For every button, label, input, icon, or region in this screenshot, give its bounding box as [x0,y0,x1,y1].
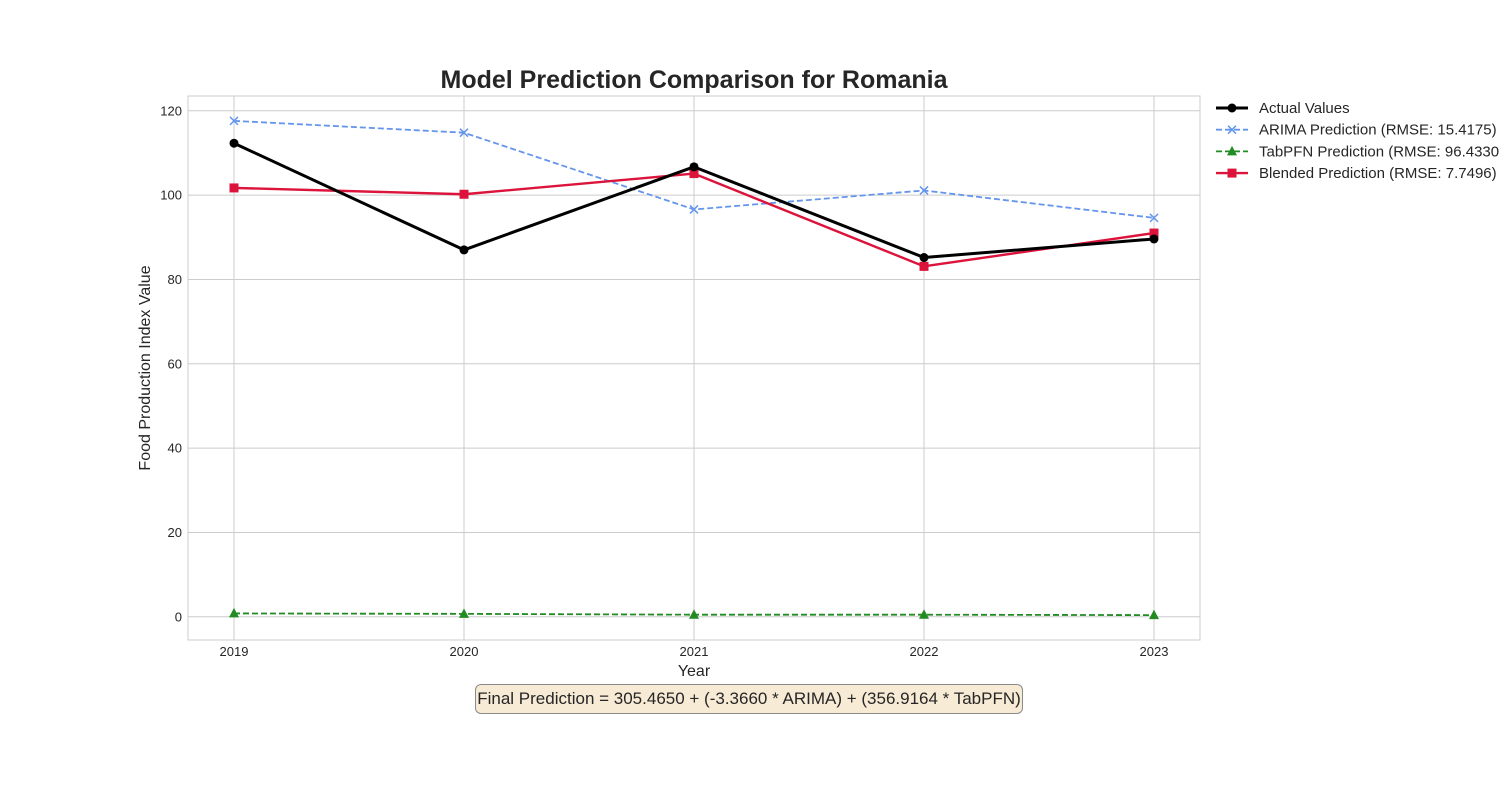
data-point-blended [919,261,929,271]
legend-marker [1227,103,1237,113]
data-point-blended [459,189,469,199]
data-point-actual [689,162,699,172]
legend-label: TabPFN Prediction (RMSE: 96.4330 [1259,143,1499,160]
y-tick-label: 100 [160,188,182,203]
data-point-actual [459,245,469,255]
legend: Actual Values ARIMA Prediction (RMSE: 15.… [1216,100,1499,182]
y-tick-label: 60 [168,356,182,371]
data-point-blended [689,169,699,179]
legend-label: Blended Prediction (RMSE: 7.7496) [1259,165,1497,182]
legend-item-actual: Actual Values [1216,100,1350,117]
series [229,116,1159,620]
formula-annotation: Final Prediction = 305.4650 + (-3.3660 *… [475,684,1023,714]
data-point-arima [919,185,929,195]
y-tick-label: 0 [175,609,182,624]
legend-marker [1227,145,1237,156]
legend-item-tabpfn: TabPFN Prediction (RMSE: 96.4330 [1216,143,1499,160]
x-axis-label: Year [678,663,711,680]
legend-label: Actual Values [1259,100,1350,117]
legend-marker [1227,125,1237,135]
data-point-blended [1149,228,1159,238]
data-point-tabpfn [1149,609,1159,620]
y-tick-label: 20 [168,525,182,540]
data-point-tabpfn [689,609,699,619]
data-point-arima [229,116,239,126]
data-point-arima [689,204,699,214]
x-tick-label: 2022 [910,644,939,659]
plot-frame [187,95,1201,641]
x-tick-label: 2023 [1140,644,1169,659]
data-point-arima [1149,213,1159,223]
series-arima [229,116,1159,223]
data-point-tabpfn [229,607,239,618]
series-blended [229,169,1159,271]
series-tabpfn [229,607,1159,620]
data-point-blended [229,183,239,193]
legend-label: ARIMA Prediction (RMSE: 15.4175) [1259,122,1497,139]
data-point-actual [229,138,239,148]
x-tick-label: 2020 [450,644,479,659]
legend-item-blended: Blended Prediction (RMSE: 7.7496) [1216,165,1497,182]
y-tick-label: 80 [168,272,182,287]
data-point-tabpfn [459,608,469,618]
series-actual [229,138,1159,263]
data-point-arima [459,128,469,138]
legend-item-arima: ARIMA Prediction (RMSE: 15.4175) [1216,122,1497,139]
x-tick-label: 2021 [680,644,709,659]
legend-marker [1227,168,1237,178]
data-point-actual [1149,234,1159,244]
data-point-tabpfn [919,609,929,619]
y-axis-label: Food Production Index Value [137,265,154,470]
tick-labels: 0 20 40 60 80 100 120 2019 2020 2021 2022 2023 [160,103,1168,659]
y-tick-label: 120 [160,103,182,118]
y-tick-label: 40 [168,441,182,456]
x-tick-label: 2019 [220,644,249,659]
data-point-actual [919,253,929,263]
chart-title: Model Prediction Comparison for Romania [441,66,949,94]
